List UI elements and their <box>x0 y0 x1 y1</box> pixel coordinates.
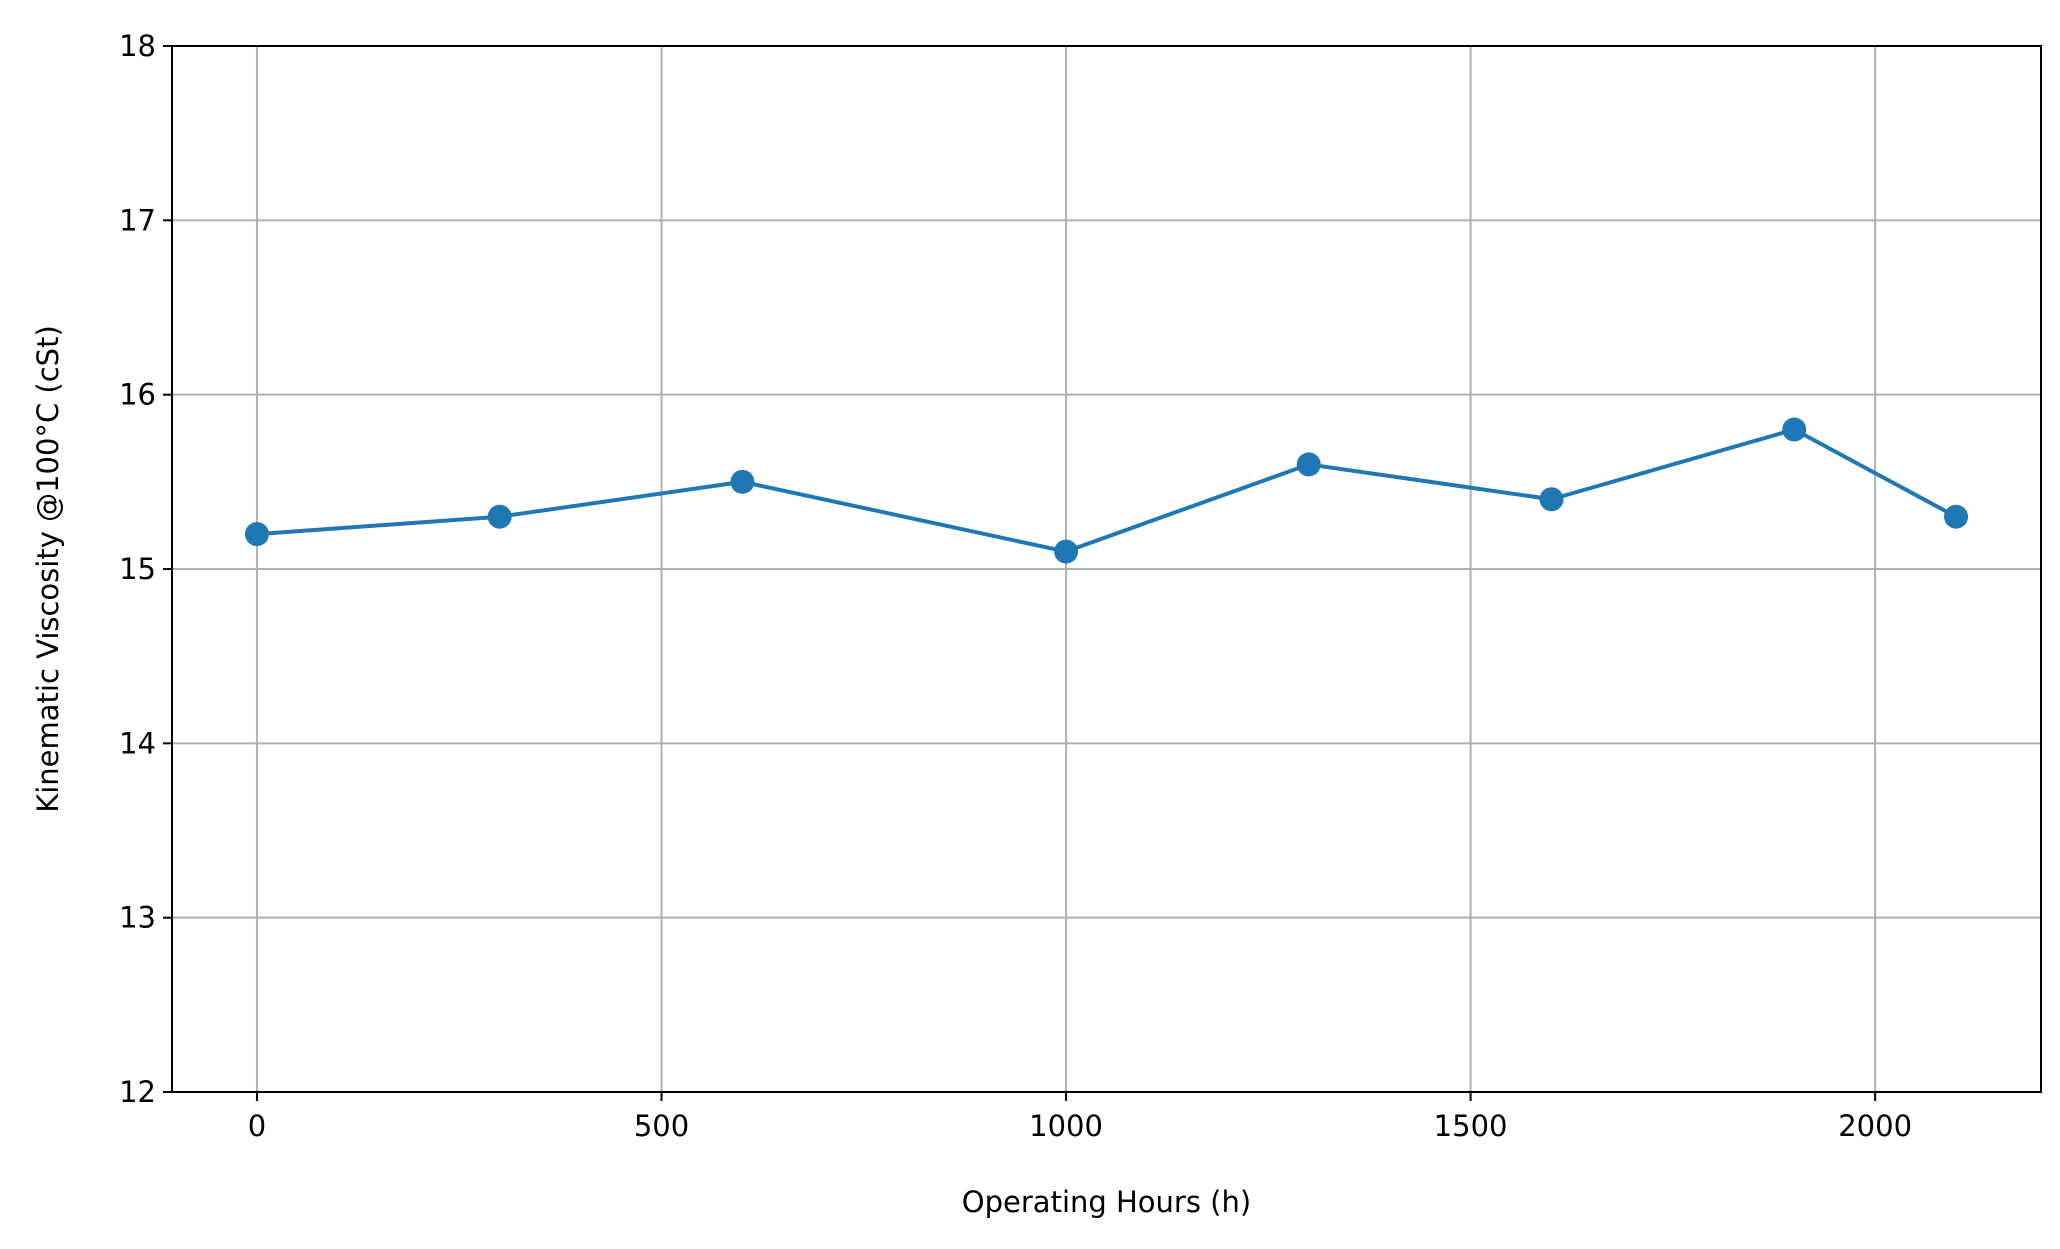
y-tick-label: 13 <box>119 901 156 935</box>
data-point <box>1539 487 1564 512</box>
grid <box>172 45 2041 1093</box>
x-tick-label: 0 <box>248 1109 266 1143</box>
x-tick-label: 500 <box>634 1109 689 1143</box>
y-tick-label: 17 <box>119 203 156 237</box>
ticks: 0 500 1000 1500 2000 12 13 14 15 16 17 18 <box>119 29 1912 1143</box>
x-tick-label: 2000 <box>1838 1109 1912 1143</box>
y-tick-label: 16 <box>119 378 156 412</box>
series-line <box>256 427 1957 554</box>
series <box>244 417 1969 564</box>
data-point <box>1054 539 1079 564</box>
data-point <box>730 469 755 494</box>
y-tick-label: 12 <box>119 1075 156 1109</box>
y-axis-label: Kinematic Viscosity @100°C (cSt) <box>31 325 65 813</box>
data-point <box>244 522 269 547</box>
x-tick-label: 1000 <box>1029 1109 1103 1143</box>
y-tick-label: 14 <box>119 726 156 760</box>
x-tick-label: 1500 <box>1434 1109 1508 1143</box>
y-tick-label: 18 <box>119 29 156 63</box>
x-axis-label: Operating Hours (h) <box>962 1185 1251 1219</box>
data-point <box>1944 504 1969 529</box>
data-point <box>487 504 512 529</box>
data-point <box>1296 452 1321 477</box>
data-point <box>1782 417 1807 442</box>
y-tick-label: 15 <box>119 552 156 586</box>
